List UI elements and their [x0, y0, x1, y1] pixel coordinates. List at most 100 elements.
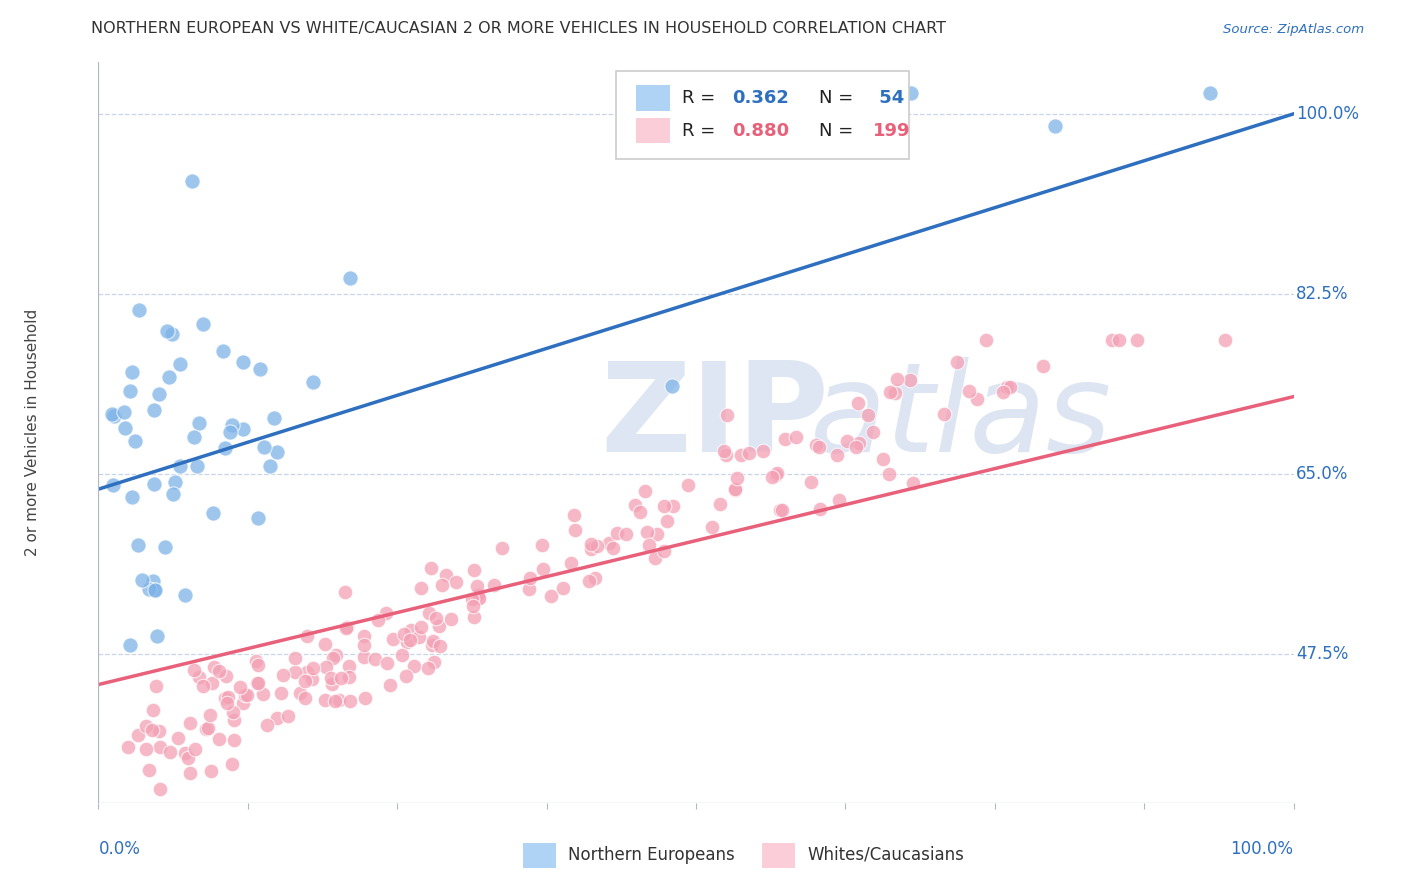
Point: [112, 405, 135, 419]
Text: 2 or more Vehicles in Household: 2 or more Vehicles in Household: [25, 309, 41, 557]
Point: [295, 665, 318, 679]
Point: [427, 619, 450, 633]
Point: [429, 639, 451, 653]
Point: [765, 468, 787, 483]
Point: [467, 588, 489, 602]
Point: [339, 271, 361, 285]
Point: [143, 583, 166, 598]
Point: [208, 664, 231, 678]
Point: [200, 676, 222, 690]
Point: [879, 385, 901, 400]
Point: [713, 444, 735, 458]
Point: [315, 660, 337, 674]
Point: [898, 373, 921, 387]
Point: [991, 385, 1014, 400]
Point: [146, 628, 169, 642]
Point: [336, 620, 359, 634]
Point: [785, 430, 807, 444]
Point: [1126, 333, 1149, 347]
Point: [314, 637, 336, 651]
Point: [461, 592, 484, 607]
Point: [301, 672, 323, 686]
Point: [335, 584, 357, 599]
Point: [1101, 333, 1123, 347]
Point: [166, 731, 188, 745]
Point: [221, 418, 243, 433]
Point: [256, 717, 278, 731]
Point: [425, 611, 447, 625]
Point: [375, 656, 398, 670]
Point: [246, 676, 269, 690]
Point: [416, 661, 439, 675]
Text: 0.362: 0.362: [733, 89, 789, 107]
Point: [401, 623, 423, 637]
Point: [1199, 87, 1222, 101]
Point: [1043, 119, 1066, 133]
Point: [578, 574, 600, 588]
Point: [200, 708, 222, 723]
Point: [127, 537, 149, 551]
Point: [174, 746, 197, 760]
Point: [636, 524, 658, 539]
Point: [187, 670, 209, 684]
Point: [517, 582, 540, 596]
Bar: [762, 843, 796, 868]
Point: [709, 496, 731, 510]
Point: [862, 425, 884, 440]
Point: [221, 757, 243, 772]
Point: [624, 498, 647, 512]
Point: [143, 477, 166, 491]
Point: [662, 499, 685, 513]
Point: [872, 452, 894, 467]
Point: [246, 658, 269, 673]
Point: [655, 514, 678, 528]
Point: [162, 486, 184, 500]
Point: [804, 438, 827, 452]
Text: N =: N =: [820, 121, 859, 139]
Text: R =: R =: [682, 121, 721, 139]
Point: [901, 476, 924, 491]
Point: [335, 621, 357, 635]
Point: [245, 676, 267, 690]
Point: [856, 408, 879, 422]
Point: [329, 671, 352, 685]
Point: [214, 669, 236, 683]
Point: [169, 357, 191, 371]
Point: [197, 722, 219, 736]
Point: [141, 723, 163, 737]
Point: [191, 317, 214, 331]
Text: 54: 54: [873, 89, 904, 107]
Point: [179, 715, 201, 730]
Point: [118, 384, 141, 398]
Point: [236, 689, 259, 703]
Point: [224, 713, 246, 727]
Point: [395, 635, 418, 649]
Point: [149, 739, 172, 754]
Point: [232, 422, 254, 436]
Point: [399, 632, 422, 647]
Point: [302, 661, 325, 675]
Point: [142, 574, 165, 588]
Point: [117, 740, 139, 755]
Point: [138, 764, 160, 778]
Point: [314, 693, 336, 707]
Text: R =: R =: [682, 89, 721, 107]
Point: [128, 303, 150, 318]
Point: [353, 650, 375, 665]
Point: [751, 443, 773, 458]
Point: [484, 578, 506, 592]
Point: [328, 693, 350, 707]
Point: [131, 573, 153, 587]
Point: [886, 372, 908, 386]
Point: [766, 466, 789, 480]
Point: [583, 571, 606, 585]
Point: [634, 484, 657, 499]
Point: [337, 670, 360, 684]
Point: [148, 387, 170, 401]
Point: [444, 574, 467, 589]
Point: [581, 541, 603, 556]
Text: 82.5%: 82.5%: [1296, 285, 1348, 302]
Point: [381, 632, 404, 646]
Point: [252, 687, 274, 701]
Point: [934, 407, 956, 421]
